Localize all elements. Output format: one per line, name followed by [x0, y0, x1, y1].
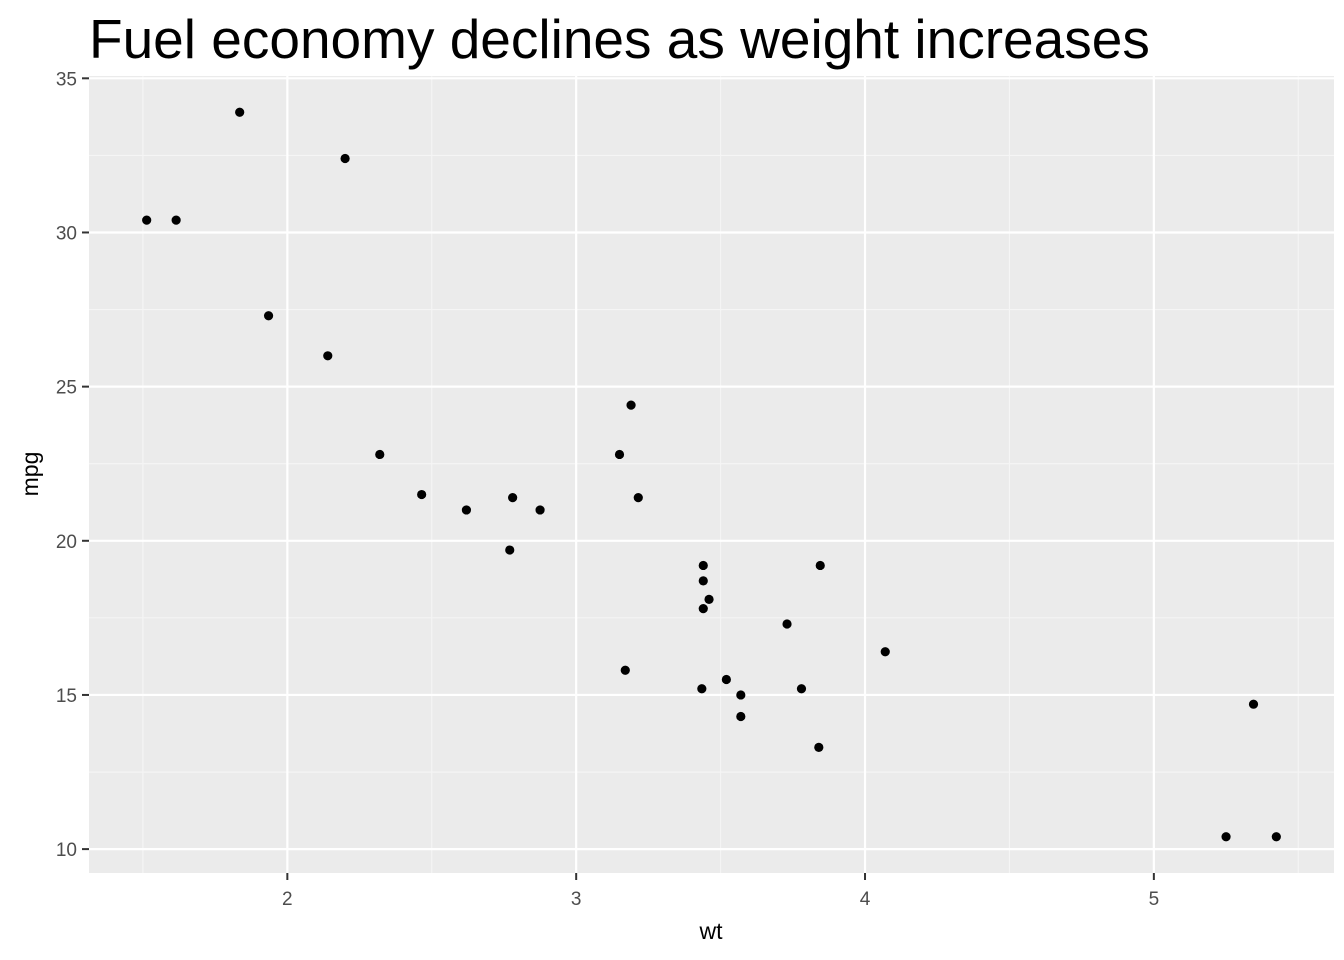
data-point	[796, 684, 807, 694]
y-axis-tick-labels: 10 15 20 25 30 35	[56, 69, 77, 861]
x-tick-label: 3	[571, 889, 582, 910]
data-point	[614, 449, 625, 460]
data-point	[235, 107, 245, 117]
data-points	[142, 107, 1281, 842]
data-point	[620, 665, 630, 675]
data-point	[1271, 832, 1281, 842]
data-point	[736, 690, 746, 700]
y-tick-label: 35	[56, 69, 77, 90]
data-point	[704, 594, 714, 604]
data-point	[535, 505, 545, 515]
data-point	[880, 647, 890, 657]
axis-tick-marks	[82, 77, 1155, 880]
minor-gridlines	[89, 76, 1334, 873]
data-point	[1221, 832, 1231, 842]
x-tick-label: 5	[1149, 889, 1160, 910]
y-tick-label: 25	[56, 378, 77, 399]
data-point	[505, 545, 515, 555]
chart-title: Fuel economy declines as weight increase…	[89, 8, 1150, 70]
data-point	[815, 560, 825, 571]
x-tick-label: 2	[282, 889, 293, 910]
major-gridlines	[89, 76, 1334, 873]
data-point	[626, 400, 636, 410]
y-tick-label: 20	[56, 532, 77, 553]
data-point	[461, 505, 472, 515]
data-point	[142, 215, 152, 225]
y-tick-label: 15	[56, 686, 77, 707]
data-point	[323, 351, 333, 361]
x-axis-title: wt	[699, 918, 724, 944]
x-tick-label: 4	[860, 889, 871, 910]
data-point	[417, 489, 427, 500]
data-point	[375, 449, 385, 460]
data-point	[698, 576, 708, 586]
x-axis-tick-labels: 2 3 4 5	[282, 889, 1159, 910]
data-point	[721, 674, 731, 685]
data-point	[698, 560, 708, 571]
plot-panel	[89, 76, 1334, 873]
data-point	[340, 153, 350, 164]
y-axis-title: mpg	[17, 452, 43, 497]
data-point	[171, 215, 181, 225]
data-point	[736, 711, 746, 722]
data-point	[697, 684, 707, 694]
data-point	[814, 742, 824, 752]
y-tick-label: 10	[56, 840, 77, 861]
data-point	[782, 619, 792, 629]
y-tick-label: 30	[56, 223, 77, 244]
data-point	[508, 493, 518, 503]
data-point	[263, 311, 274, 321]
data-point	[698, 604, 708, 614]
data-point	[1248, 699, 1259, 709]
data-point	[633, 493, 643, 503]
